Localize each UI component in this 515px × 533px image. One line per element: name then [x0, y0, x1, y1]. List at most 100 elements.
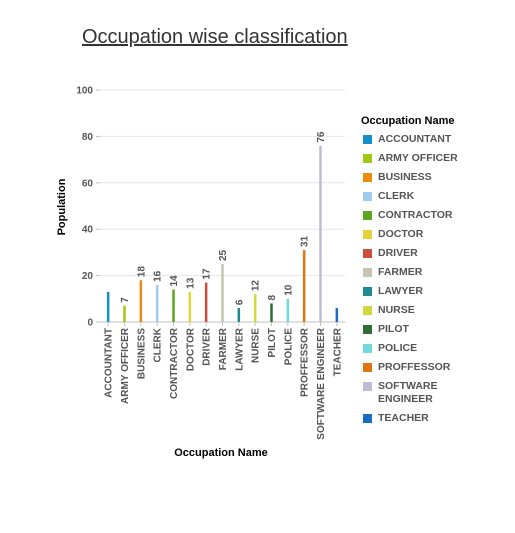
x-tick-label: ARMY OFFICER [120, 327, 131, 404]
legend-swatch [363, 173, 372, 182]
legend-item[interactable]: LAWYER [361, 285, 486, 298]
bar [155, 284, 159, 322]
legend-label: PILOT [378, 323, 409, 335]
x-tick-label: BUSINESS [136, 328, 147, 379]
legend-item[interactable]: ARMY OFFICER [361, 152, 486, 165]
data-label: 31 [300, 236, 311, 248]
bar [139, 280, 143, 322]
bar [335, 308, 339, 322]
legend-label: CLERK [378, 190, 415, 202]
bar [106, 291, 110, 322]
legend-swatch [363, 135, 372, 144]
y-tick-label: 40 [82, 225, 94, 236]
legend-label: SOFTWARE [378, 380, 438, 392]
legend-item[interactable]: NURSE [361, 304, 486, 317]
legend-label: POLICE [378, 342, 418, 354]
legend-swatch [363, 230, 372, 239]
y-tick-label: 80 [82, 132, 94, 143]
legend-swatch [363, 344, 372, 353]
legend-label: PROFFESSOR [378, 361, 451, 373]
bar [204, 282, 208, 322]
legend-label: DOCTOR [378, 228, 424, 240]
axes [96, 89, 345, 326]
bar [302, 250, 306, 322]
legend-item[interactable]: POLICE [361, 342, 486, 355]
legend-item[interactable]: PILOT [361, 323, 486, 336]
legend-swatch [363, 192, 372, 201]
legend-label: TEACHER [378, 412, 429, 424]
y-tick-label: 60 [82, 178, 94, 189]
chart-title: Occupation wise classification [82, 26, 348, 48]
data-label: 16 [153, 270, 164, 282]
legend-items: ACCOUNTANT ARMY OFFICER BUSINESS CLERK CONTR… [361, 133, 511, 425]
legend-item[interactable]: FARMER [361, 266, 486, 279]
legend-swatch [363, 287, 372, 296]
data-label: 14 [169, 275, 180, 287]
x-tick-label: POLICE [283, 328, 294, 366]
x-tick-label: FARMER [218, 327, 229, 370]
legend-swatch [363, 268, 372, 277]
data-label: 76 [316, 131, 327, 143]
bar [172, 289, 175, 322]
data-label: 12 [251, 280, 262, 292]
legend-item[interactable]: DOCTOR [361, 228, 486, 241]
legend-swatch [363, 154, 372, 163]
bar [188, 291, 192, 322]
data-label: 13 [185, 277, 196, 289]
legend-item[interactable]: DRIVER [361, 247, 486, 260]
legend-swatch [363, 414, 372, 423]
legend-item[interactable]: CLERK [361, 190, 486, 203]
legend-swatch [363, 249, 372, 258]
legend-item[interactable]: SOFTWARE ENGINEER [361, 380, 486, 406]
x-tick-label: DOCTOR [185, 327, 196, 371]
x-tick-label: CLERK [153, 327, 164, 362]
bar [319, 145, 322, 322]
x-tick-label: SOFTWARE ENGINEER [316, 327, 327, 439]
y-axis-title: Population [56, 178, 68, 235]
x-tick-label: LAWYER [234, 327, 245, 371]
legend-swatch [363, 211, 372, 220]
bar [123, 305, 126, 322]
legend-label: DRIVER [378, 247, 418, 259]
legend-title: Occupation Name [361, 115, 455, 127]
legend-label: BUSINESS [378, 171, 432, 183]
legend-item[interactable]: CONTRACTOR [361, 209, 486, 222]
legend-item[interactable]: BUSINESS [361, 171, 486, 184]
bars [106, 145, 339, 322]
data-label: 8 [267, 294, 278, 300]
bar [286, 298, 290, 322]
legend-label: ARMY OFFICER [378, 152, 458, 164]
x-tick-label: DRIVER [202, 327, 213, 366]
legend-label: ENGINEER [378, 393, 433, 405]
legend: Occupation Name ACCOUNTANT ARMY OFFICER BU… [361, 115, 511, 431]
legend-swatch [363, 306, 372, 315]
data-label: 6 [234, 299, 245, 305]
x-tick-label: ACCOUNTANT [104, 328, 115, 398]
legend-swatch [363, 382, 372, 391]
legend-item[interactable]: ACCOUNTANT [361, 133, 486, 146]
legend-label: LAWYER [378, 285, 423, 297]
legend-label: NURSE [378, 304, 415, 316]
bar [237, 308, 241, 322]
bar [270, 303, 273, 322]
y-tick-label: 0 [87, 318, 93, 329]
legend-item[interactable]: TEACHER [361, 412, 486, 425]
data-label: 25 [218, 249, 229, 261]
data-label: 7 [120, 297, 131, 303]
legend-item[interactable]: PROFFESSOR [361, 361, 486, 374]
data-label: 17 [202, 268, 213, 280]
data-label: 18 [136, 266, 147, 278]
y-tick-label: 20 [82, 271, 94, 282]
legend-swatch [363, 363, 372, 372]
y-tick-label: 100 [76, 86, 93, 97]
legend-label: FARMER [378, 266, 423, 278]
labels: 0 20 40 60 80 100 ACCOUNTANT ARMY OFFICER 7 BUSIN… [76, 86, 343, 440]
x-tick-label: NURSE [251, 328, 262, 363]
x-tick-label: CONTRACTOR [169, 327, 180, 399]
data-label: 10 [283, 284, 294, 296]
legend-label: ACCOUNTANT [378, 133, 452, 145]
bar [253, 294, 257, 322]
x-tick-label: PROFFESSOR [300, 327, 311, 397]
bar [221, 264, 224, 322]
